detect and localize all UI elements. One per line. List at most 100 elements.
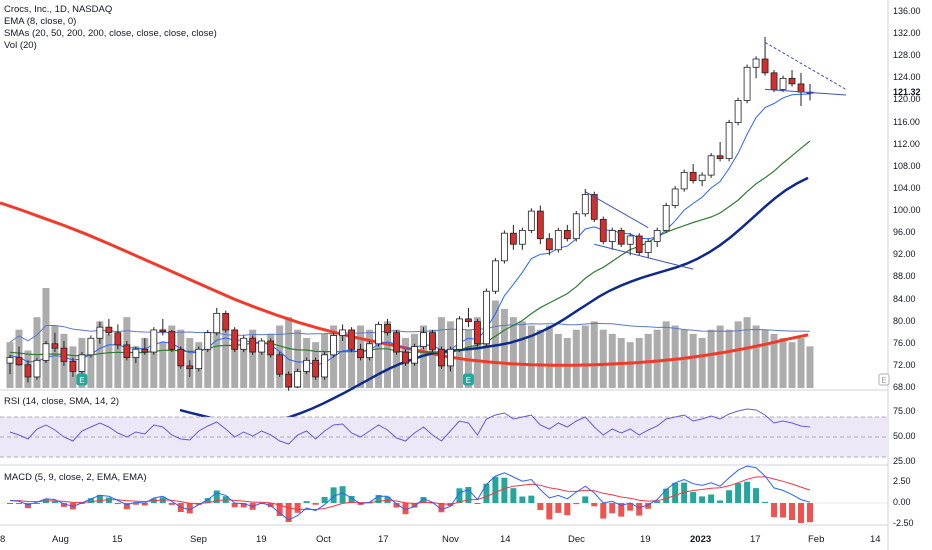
- volume-bar: [339, 329, 347, 388]
- volume-bar: [87, 342, 95, 388]
- price-axis-label: 132.00: [893, 28, 921, 39]
- volume-bar: [752, 325, 760, 388]
- earnings-marker: [76, 373, 88, 386]
- volume-bar: [662, 321, 670, 388]
- earnings-marker-label: E: [466, 376, 471, 385]
- macd-histogram-bar: [339, 486, 346, 503]
- volume-bar: [797, 338, 805, 388]
- price-axis-label: 92.00: [893, 249, 916, 260]
- rsi-axis-label: 75.00: [893, 406, 916, 416]
- volume-bar: [563, 338, 571, 388]
- price-axis-label: 108.00: [893, 160, 921, 171]
- candle-body: [491, 260, 499, 292]
- candle-body: [509, 232, 517, 245]
- volume-bar: [536, 329, 544, 388]
- candle-body: [51, 343, 59, 349]
- macd-histogram-bar: [114, 503, 121, 505]
- volume-bar: [159, 342, 167, 388]
- candle-body: [177, 348, 185, 367]
- earnings-marker-label: E: [881, 376, 886, 385]
- candle-body: [608, 230, 616, 242]
- macd-histogram-bar: [591, 503, 598, 507]
- candle-body: [105, 326, 113, 334]
- volume-bar: [249, 329, 257, 388]
- time-axis-label: Aug: [52, 534, 69, 545]
- volume-bar: [806, 346, 814, 388]
- candle-body: [393, 332, 400, 353]
- volume-bar: [222, 321, 230, 388]
- macd-histogram-bar: [456, 488, 463, 503]
- macd-histogram-bar: [807, 503, 813, 523]
- volume-bar: [42, 288, 50, 388]
- candle-body: [132, 348, 140, 358]
- macd-histogram-bar: [429, 502, 436, 504]
- candle-body: [572, 213, 580, 240]
- time-axis-label: Nov: [442, 534, 459, 545]
- candle-body: [456, 318, 463, 350]
- volume-bar: [545, 325, 553, 388]
- time-axis-label: 19: [640, 534, 651, 545]
- macd-histogram-bar: [771, 503, 778, 518]
- macd-axis-label: 2.50: [893, 476, 911, 486]
- candle-body: [240, 337, 248, 350]
- macd-histogram-bar: [285, 503, 292, 522]
- macd-histogram-bar: [789, 503, 796, 521]
- candle-body: [590, 194, 598, 220]
- candle-body: [725, 122, 733, 159]
- volume-bar: [455, 325, 463, 388]
- volume-bar: [527, 325, 535, 388]
- macd-histogram-bar: [627, 503, 634, 511]
- macd-histogram-bar: [141, 503, 148, 506]
- candle-body: [734, 100, 742, 123]
- price-axis-label: 96.00: [893, 227, 916, 238]
- time-axis-label: 17: [378, 534, 389, 545]
- ema-legend: EMA (8, close, 0): [4, 16, 77, 27]
- price-axis-label: 68.00: [893, 382, 916, 392]
- volume-bar: [770, 333, 778, 388]
- candle-body: [231, 329, 239, 350]
- candle-body: [429, 332, 436, 350]
- volume-bar: [689, 333, 697, 388]
- macd-histogram-bar: [186, 503, 193, 514]
- macd-histogram-bar: [375, 494, 382, 503]
- price-axis-label: 84.00: [893, 293, 916, 304]
- volume-bar: [473, 317, 481, 388]
- macd-histogram-bar: [546, 503, 553, 520]
- time-axis-label: 17: [750, 534, 761, 545]
- price-axis-label: 88.00: [893, 271, 916, 282]
- macd-histogram-bar: [501, 477, 508, 503]
- volume-bar: [626, 342, 634, 388]
- macd-histogram-bar: [672, 482, 679, 503]
- earnings-marker: [462, 373, 474, 386]
- volume-bar: [725, 329, 733, 388]
- macd-histogram-bar: [393, 503, 400, 508]
- trendline: [594, 243, 694, 270]
- candle-body: [222, 312, 230, 331]
- macd-histogram-bar: [240, 503, 247, 508]
- volume-bar: [599, 329, 607, 388]
- time-axis-label: 15: [112, 534, 123, 545]
- volume-bar: [240, 338, 248, 388]
- volume-bar: [231, 333, 239, 388]
- price-axis-label: 121.32: [893, 87, 921, 98]
- candle-body: [527, 210, 535, 231]
- macd-histogram-bar: [105, 497, 112, 503]
- price-axis-label: 76.00: [893, 337, 916, 348]
- macd-histogram-bar: [537, 503, 544, 511]
- candle-body: [635, 235, 643, 253]
- macd-histogram-bar: [726, 490, 733, 503]
- time-axis-label: 14: [500, 534, 511, 545]
- volume-bar: [33, 317, 41, 388]
- candle-body: [438, 348, 445, 367]
- last-price-tag: [889, 86, 929, 101]
- candle-body: [761, 58, 769, 74]
- candle-body: [689, 171, 697, 182]
- candle-body: [69, 361, 77, 372]
- volume-bar: [393, 329, 401, 388]
- time-axis-label: 8: [0, 534, 6, 545]
- time-axis-label: Sep: [190, 534, 207, 545]
- earnings-marker: [878, 373, 890, 386]
- rsi-line: [9, 408, 811, 445]
- macd-histogram-bar: [663, 488, 670, 503]
- volume-bar: [114, 342, 122, 388]
